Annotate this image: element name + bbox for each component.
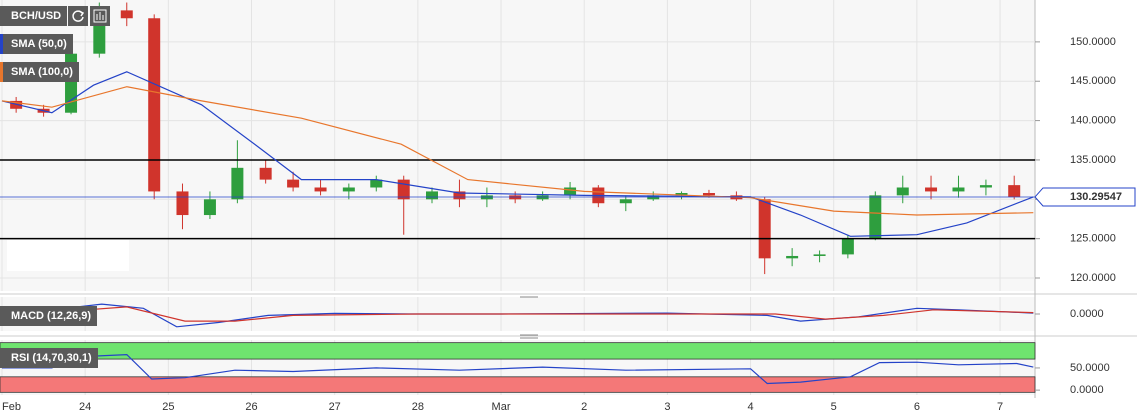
x-tick-label: 3	[664, 401, 670, 413]
candle-body	[813, 254, 826, 256]
indicator-button[interactable]	[90, 6, 110, 26]
line	[2, 353, 1034, 385]
line	[1, 306, 1034, 322]
x-tick-label: 26	[245, 401, 257, 413]
y-tick-label: 125.0000	[1070, 233, 1116, 245]
candle-body	[453, 191, 466, 200]
main-plot-bg	[0, 0, 1035, 291]
candle-body	[896, 187, 909, 196]
x-tick-label: 5	[831, 401, 837, 413]
candle-body	[426, 191, 439, 200]
blank-label	[7, 240, 129, 271]
candle-body	[314, 187, 327, 192]
candle-body	[176, 191, 189, 216]
legend-entry[interactable]: SMA (50,0)	[0, 34, 73, 54]
x-tick-label: 28	[412, 401, 424, 413]
x-tick-label: 25	[162, 401, 174, 413]
last-price-box	[1034, 187, 1136, 207]
y-tick-label: 0.0000	[1070, 384, 1104, 396]
x-tick-label: 24	[79, 401, 91, 413]
candle-body	[925, 187, 938, 192]
candle-body	[675, 193, 688, 196]
band	[0, 342, 1036, 360]
y-tick-label: 50.0000	[1070, 362, 1110, 374]
candle-body	[786, 255, 799, 259]
candle-body	[1008, 185, 1021, 197]
candle-body	[758, 199, 771, 259]
y-tick-label: 120.0000	[1070, 272, 1116, 284]
candle-body	[342, 187, 355, 192]
x-tick-label: Feb	[2, 401, 21, 413]
x-tick-label: Mar	[492, 401, 511, 413]
candle-body	[979, 185, 992, 188]
last-price-label: 130.29547	[1070, 191, 1122, 203]
candle-body	[120, 10, 133, 19]
rsi-title[interactable]: RSI (14,70,30,1)	[0, 348, 98, 368]
candle-body	[564, 187, 577, 196]
candle-body	[203, 199, 216, 216]
y-tick-label: 145.0000	[1070, 75, 1116, 87]
candle-body	[702, 193, 715, 196]
y-tick-label: 150.0000	[1070, 36, 1116, 48]
candle-body	[287, 179, 300, 188]
candle-body	[841, 238, 854, 255]
macd-title[interactable]: MACD (12,26,9)	[0, 306, 98, 326]
x-tick-label: 4	[747, 401, 753, 413]
y-tick-label: 135.0000	[1070, 154, 1116, 166]
x-tick-label: 27	[329, 401, 341, 413]
refresh-icon	[72, 10, 85, 22]
y-tick-label: 140.0000	[1070, 114, 1116, 126]
indicator-icon	[93, 9, 107, 23]
legend-entry[interactable]: SMA (100,0)	[0, 62, 79, 82]
candle-body	[259, 167, 272, 180]
refresh-button[interactable]	[68, 6, 88, 26]
candle-body	[952, 187, 965, 192]
x-tick-label: 6	[914, 401, 920, 413]
candle-body	[869, 195, 882, 239]
candle-body	[370, 179, 383, 188]
band	[0, 376, 1036, 393]
candle-body	[148, 18, 161, 192]
x-tick-label: 7	[997, 401, 1003, 413]
y-tick-label: 0.0000	[1070, 308, 1104, 320]
line	[1, 71, 1034, 237]
line	[1, 86, 1034, 216]
legend-symbol[interactable]: BCH/USD	[0, 6, 68, 26]
x-tick-label: 2	[581, 401, 587, 413]
candle-body	[397, 179, 410, 200]
candle-body	[619, 199, 632, 204]
candle-body	[231, 167, 244, 200]
